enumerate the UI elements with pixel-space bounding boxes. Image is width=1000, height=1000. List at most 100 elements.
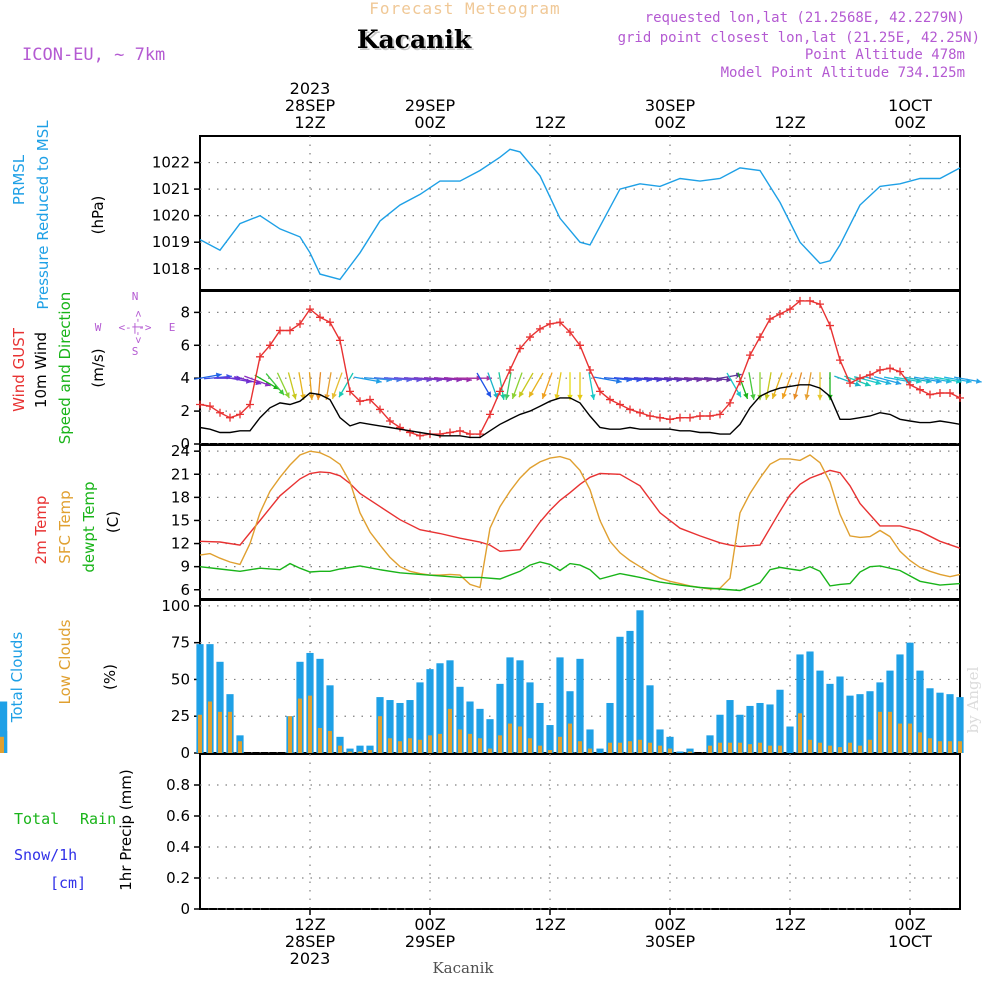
compass-w: W xyxy=(95,321,102,334)
clouds-label-total: Total Clouds xyxy=(8,632,26,724)
wind-panel-labels: Wind GUST 10m Wind Speed and Direction (… xyxy=(10,290,175,444)
gust-marker xyxy=(606,395,614,404)
gust-marker xyxy=(676,413,684,422)
series-sfc-temp xyxy=(199,450,961,590)
cloud-bar xyxy=(858,745,862,753)
wind-arrowhead xyxy=(529,391,535,398)
cloud-bar xyxy=(856,694,864,753)
wind-unit: (m/s) xyxy=(89,348,107,387)
cloud-bar xyxy=(346,748,354,753)
footer-location: Kacanik xyxy=(432,959,494,977)
cloud-bar xyxy=(218,711,222,753)
cloud-bar xyxy=(808,739,812,753)
time-label-top: 12Z xyxy=(294,113,325,132)
y-tick-label: 18 xyxy=(171,488,190,506)
precip-label-total: Total xyxy=(14,810,59,828)
wind-arrowhead xyxy=(854,381,861,387)
gust-marker xyxy=(786,305,794,314)
wind-arrowhead xyxy=(554,394,560,400)
cloud-bar xyxy=(458,729,462,753)
cloud-bar xyxy=(616,636,624,753)
cloud-bar xyxy=(438,733,442,753)
time-label-top: 00Z xyxy=(654,113,685,132)
y-tick-label: 0 xyxy=(180,435,190,453)
cloud-bar xyxy=(498,735,502,753)
cloud-bar xyxy=(536,702,544,753)
gust-marker xyxy=(936,389,944,397)
cloud-bar xyxy=(736,714,744,753)
series-prmsl xyxy=(199,148,961,281)
temp-label-dewpt: dewpt Temp xyxy=(80,481,98,572)
cloud-bar xyxy=(426,669,434,753)
gust-marker xyxy=(716,410,724,419)
cloud-bar xyxy=(828,745,832,753)
cloud-bar xyxy=(386,700,394,753)
cloud-bar xyxy=(896,654,904,753)
gust-marker xyxy=(246,400,254,409)
cloud-bar xyxy=(316,658,324,753)
wind-arrowhead xyxy=(590,394,596,400)
y-tick-label: 50 xyxy=(171,670,190,688)
series-wind-gust xyxy=(199,300,961,437)
gust-marker xyxy=(886,364,894,373)
wind-label-gust: Wind GUST xyxy=(10,327,28,412)
gust-marker xyxy=(686,413,694,422)
gust-marker xyxy=(736,377,744,386)
cloud-bar xyxy=(398,741,402,753)
gust-marker xyxy=(646,412,654,421)
cloud-bar xyxy=(658,745,662,753)
cloud-bar xyxy=(606,702,614,753)
watermark: by Angel xyxy=(964,666,982,733)
cloud-bar xyxy=(348,751,352,753)
cloud-bar xyxy=(648,742,652,753)
wind-arrowhead xyxy=(975,378,982,384)
y-tick-label: 8 xyxy=(180,303,190,321)
wind-arrowhead xyxy=(817,394,823,401)
y-tick-label: 6 xyxy=(180,581,190,599)
gust-marker xyxy=(766,314,774,323)
cloud-bar xyxy=(338,745,342,753)
gust-marker xyxy=(366,395,374,404)
cloud-bar xyxy=(956,697,964,753)
gust-marker xyxy=(896,367,904,376)
cloud-bar xyxy=(786,726,794,753)
cloud-bar xyxy=(546,725,554,753)
precip-unit: 1hr Precip (mm) xyxy=(117,769,135,890)
gust-marker xyxy=(696,412,704,421)
cloud-bar xyxy=(366,745,374,753)
gust-marker xyxy=(546,319,554,328)
y-tick-label: 1021 xyxy=(152,180,190,198)
y-tick-label: 1022 xyxy=(152,154,190,172)
gust-marker xyxy=(596,387,604,396)
gust-marker xyxy=(956,393,964,402)
wind-arrowhead xyxy=(895,379,902,386)
cloud-bar xyxy=(756,702,764,753)
clouds-label-low: Low Clouds xyxy=(56,619,74,704)
cloud-bar xyxy=(328,730,332,753)
gust-marker xyxy=(256,352,264,361)
cloud-bar xyxy=(926,688,934,753)
model-label: ICON-EU, ~ 7km xyxy=(22,45,165,65)
wind-arrowhead xyxy=(308,394,315,401)
cloud-bar xyxy=(806,651,814,753)
time-label-bottom: 30SEP xyxy=(645,932,696,951)
wind-arrowhead xyxy=(264,381,271,387)
cloud-bar xyxy=(938,741,942,753)
cloud-bar xyxy=(766,704,774,753)
cloud-bar xyxy=(208,701,212,753)
gust-marker xyxy=(856,374,864,383)
y-tick-label: 0.8 xyxy=(166,776,190,794)
compass-e: E xyxy=(169,321,176,334)
cloud-bar xyxy=(686,748,694,753)
time-label-top: 00Z xyxy=(414,113,445,132)
cloud-bar xyxy=(478,738,482,753)
wind-arrowhead xyxy=(278,389,285,396)
cloud-bar xyxy=(526,682,534,753)
precip-label-snow-unit: [cm] xyxy=(50,874,86,892)
gust-marker xyxy=(396,423,404,432)
cloud-bar xyxy=(446,660,454,753)
gust-marker xyxy=(916,385,924,394)
cloud-bar xyxy=(608,742,612,753)
